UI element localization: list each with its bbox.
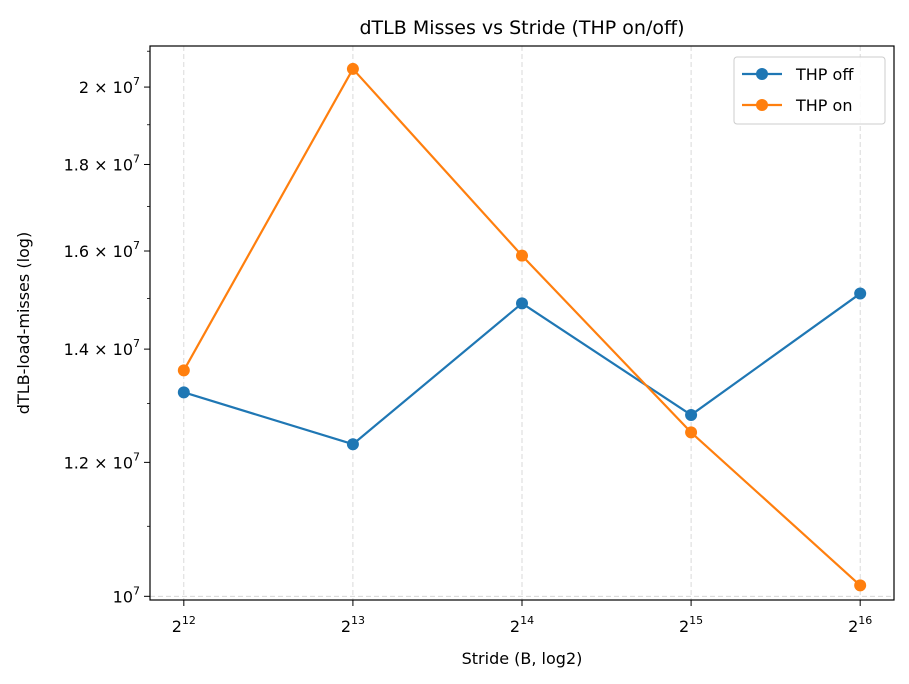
data-point [346, 438, 359, 451]
data-point [685, 408, 698, 421]
x-tick-label: 213 [341, 614, 365, 636]
y-tick-label: 1.8 × 107 [64, 152, 140, 174]
data-point [854, 287, 867, 300]
y-tick-label: 107 [113, 584, 140, 606]
y-tick-label: 2 × 107 [79, 75, 140, 97]
data-point [177, 386, 190, 399]
y-tick-label: 1.4 × 107 [64, 337, 140, 359]
data-point [177, 364, 190, 377]
data-point [854, 579, 867, 592]
grid-layer [150, 46, 894, 600]
data-point [516, 297, 528, 310]
x-axis-label: Stride (B, log2) [462, 649, 583, 668]
x-tick-label: 212 [172, 614, 196, 636]
x-tick-label: 214 [510, 614, 534, 636]
x-tick-label: 216 [848, 614, 872, 636]
data-point [346, 62, 359, 75]
legend-swatch-marker [756, 68, 768, 80]
x-tick-label: 215 [679, 614, 703, 636]
chart-title: dTLB Misses vs Stride (THP on/off) [360, 17, 685, 39]
tick-layer: 212 213 214 215 216 107 1.2 × 107 1.4 × 107 1.6 … [64, 50, 872, 636]
data-point [516, 249, 528, 262]
series-layer [177, 62, 867, 592]
y-axis-label: dTLB-load-misses (log) [14, 232, 33, 414]
legend: THP off THP on [733, 56, 886, 125]
legend-label: THP on [795, 96, 852, 115]
y-tick-label: 1.6 × 107 [64, 239, 140, 261]
data-point [685, 426, 698, 439]
legend-label: THP off [795, 65, 854, 84]
legend-swatch-marker [756, 99, 768, 111]
y-tick-label: 1.2 × 107 [64, 450, 140, 472]
